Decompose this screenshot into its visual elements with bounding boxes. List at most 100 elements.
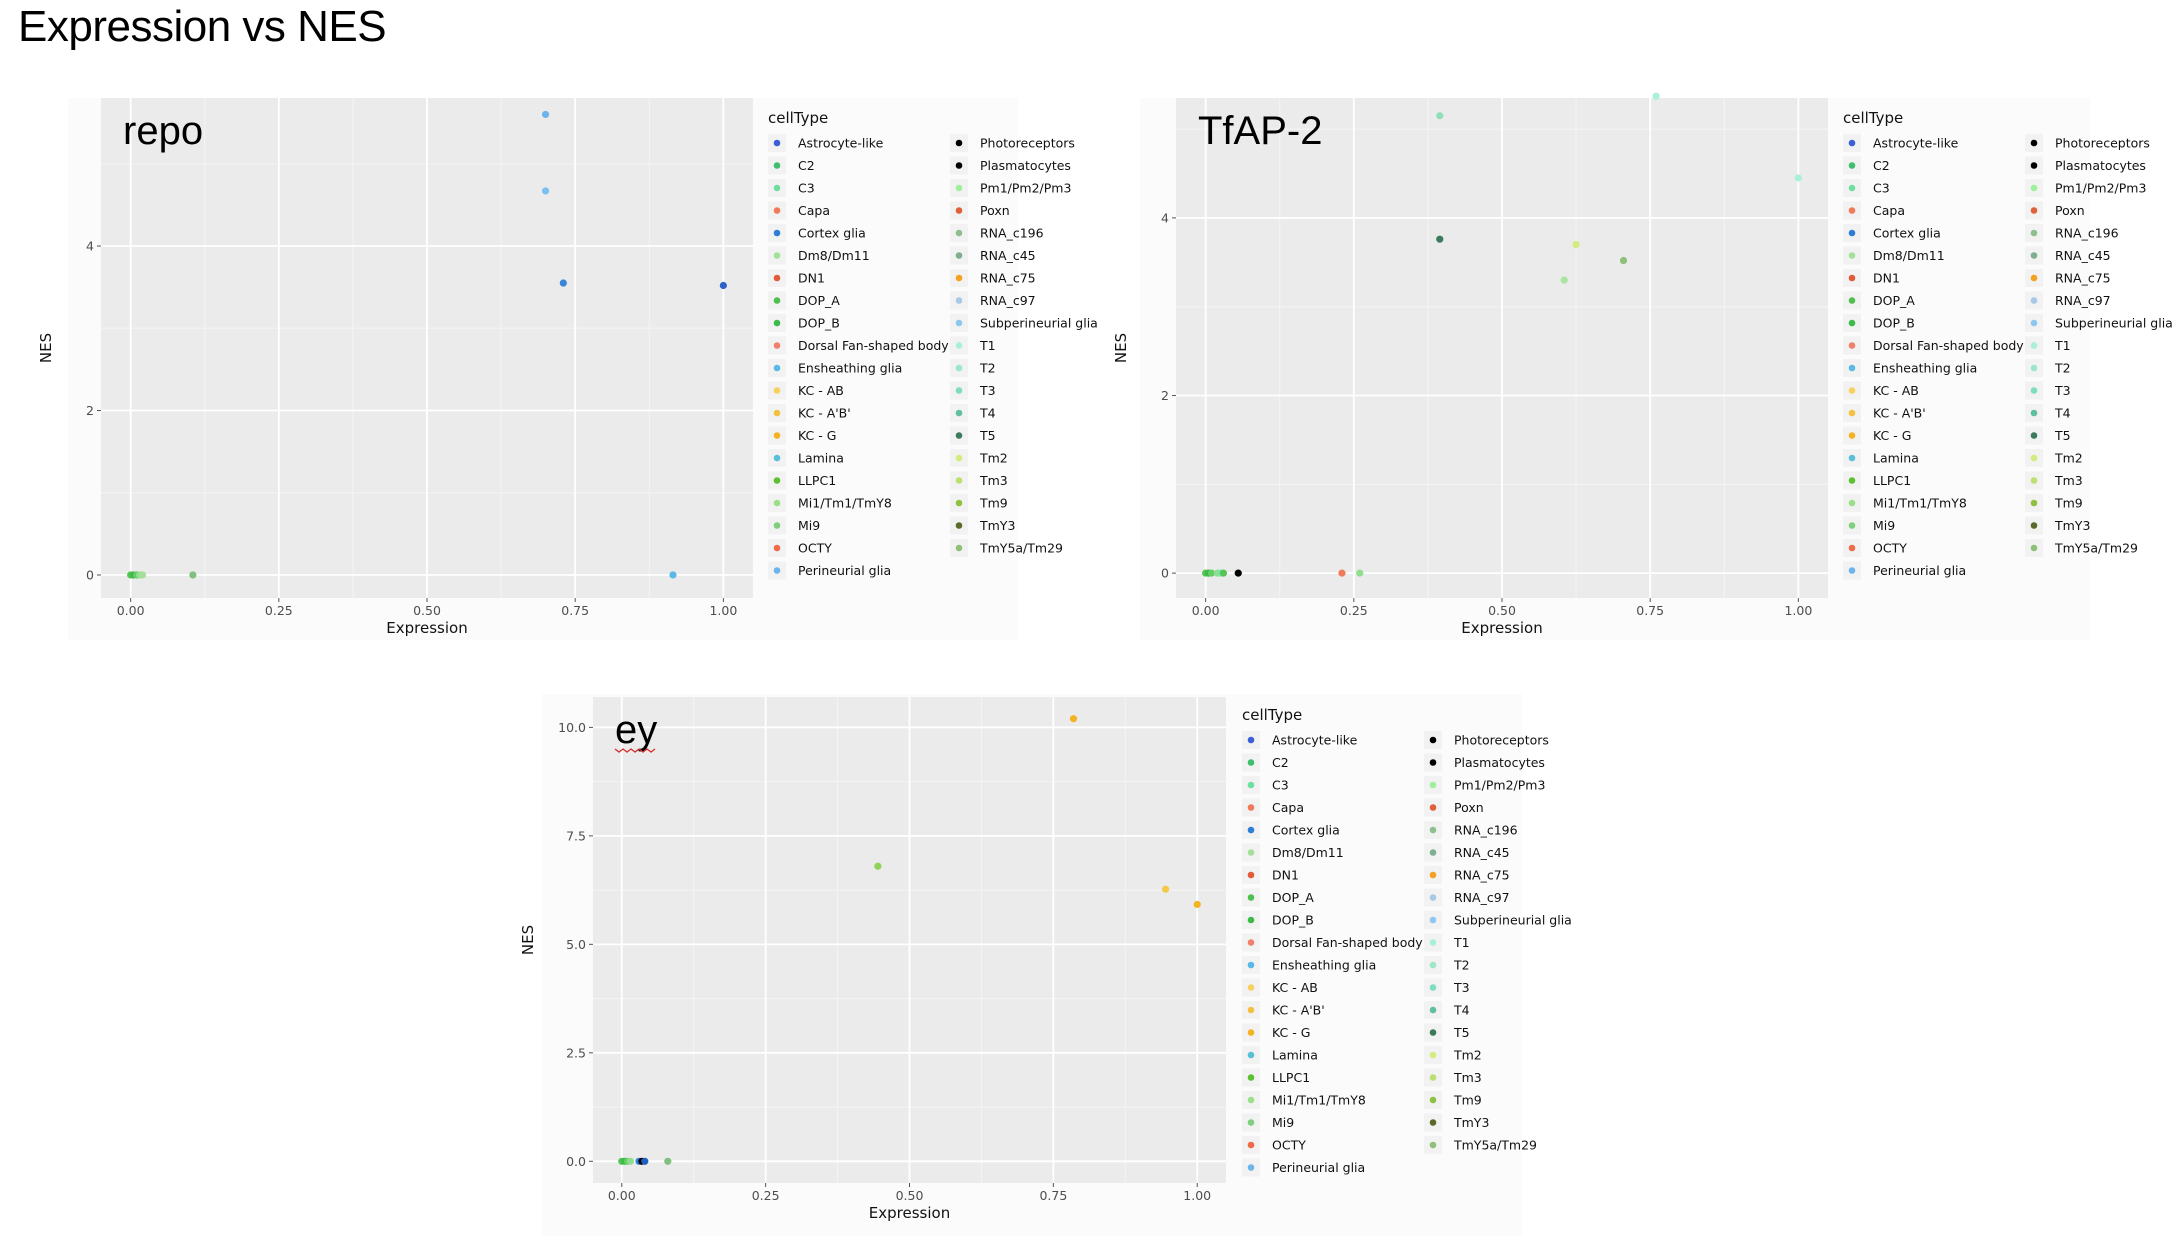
legend-swatch (1848, 319, 1856, 327)
x-tick-label: 1.00 (1183, 1188, 1211, 1203)
legend-swatch (1429, 781, 1437, 789)
data-point (559, 279, 567, 287)
legend-label: TmY3 (1453, 1115, 1489, 1130)
legend-label: DOP_B (798, 316, 840, 331)
legend-label: T4 (2054, 406, 2071, 421)
legend-swatch (955, 297, 963, 304)
legend-label: DOP_B (1272, 913, 1314, 928)
legend-swatch (773, 274, 781, 282)
legend-label: Perineurial glia (798, 563, 891, 578)
legend-swatch (773, 522, 781, 529)
legend-swatch (773, 454, 781, 462)
legend-label: T1 (979, 338, 996, 353)
legend-swatch (2030, 274, 2038, 282)
x-tick-label: 0.00 (1192, 603, 1220, 618)
legend-label: Pm1/Pm2/Pm3 (2055, 181, 2146, 196)
x-tick-label: 1.00 (709, 603, 737, 618)
legend-swatch (2030, 409, 2038, 417)
spellcheck-underline (614, 748, 656, 753)
legend-swatch (955, 274, 963, 282)
legend-label: Poxn (980, 203, 1010, 218)
data-point (138, 571, 147, 579)
legend-label: T3 (979, 383, 996, 398)
legend-swatch (955, 477, 963, 484)
data-point (1338, 569, 1346, 577)
legend-label: T5 (979, 428, 996, 443)
legend-label: T2 (2054, 361, 2071, 376)
data-point (664, 1157, 672, 1165)
legend-label: Cortex glia (1272, 823, 1340, 838)
legend-label: Tm9 (979, 496, 1008, 511)
y-axis-title: NES (519, 925, 537, 955)
legend-swatch (1429, 1029, 1437, 1036)
legend-swatch (1429, 939, 1437, 946)
legend-swatch (1848, 274, 1856, 282)
legend-swatch (2030, 432, 2038, 439)
legend-label: Tm2 (1453, 1048, 1482, 1063)
legend-label: KC - A'B' (798, 406, 851, 421)
legend-swatch (1848, 139, 1856, 147)
legend-label: Ensheathing glia (1873, 361, 1977, 376)
legend-label: KC - G (1272, 1025, 1310, 1040)
legend-swatch (1848, 184, 1856, 192)
legend-title: cellType (768, 109, 828, 127)
legend-swatch (2030, 499, 2038, 507)
legend-label: RNA_c97 (1454, 890, 1510, 905)
panel-title: TfAP-2 (1198, 109, 1322, 153)
x-tick-label: 1.00 (1784, 603, 1812, 618)
legend-swatch (955, 319, 963, 327)
legend-swatch (1848, 454, 1856, 462)
data-point (1234, 569, 1242, 577)
legend-label: KC - AB (798, 383, 844, 398)
legend-swatch (1247, 826, 1255, 834)
legend-label: RNA_c45 (980, 248, 1036, 263)
y-axis-title: NES (1112, 333, 1130, 363)
x-tick-label: 0.50 (896, 1188, 924, 1203)
legend-label: Mi9 (1873, 518, 1895, 533)
legend-label: TmY5a/Tm29 (2054, 541, 2138, 556)
legend-swatch (1247, 1051, 1255, 1059)
legend-label: Ensheathing glia (1272, 958, 1376, 973)
data-point (669, 571, 677, 579)
legend-swatch (773, 387, 781, 394)
x-tick-label: 0.25 (752, 1188, 780, 1203)
legend-swatch (1247, 984, 1255, 991)
legend-label: T1 (1453, 935, 1470, 950)
chart-panel-ey: 0.00 0.25 0.50 0.75 1.00 0.0 2.5 5.0 7.5 10.0 Expr… (519, 694, 1572, 1236)
legend-swatch (1429, 961, 1437, 969)
legend-swatch (955, 342, 963, 349)
legend-swatch (1429, 1074, 1437, 1081)
legend-label: T4 (1453, 1003, 1470, 1018)
x-tick-label: 0.25 (265, 603, 293, 618)
legend-swatch (2030, 522, 2038, 529)
legend-swatch (1247, 871, 1255, 879)
legend-label: Mi1/Tm1/TmY8 (1272, 1093, 1366, 1108)
y-tick-label: 4 (86, 239, 94, 254)
legend-swatch (1848, 207, 1856, 214)
y-tick-label: 0 (86, 567, 94, 582)
legend-swatch (2030, 184, 2038, 192)
legend-label: T4 (979, 406, 996, 421)
legend-swatch (773, 342, 781, 349)
legend-label: Perineurial glia (1272, 1160, 1365, 1175)
legend-swatch (1247, 849, 1255, 856)
legend-label: Cortex glia (1873, 226, 1941, 241)
legend-swatch (955, 184, 963, 192)
legend-label: Subperineurial glia (1454, 913, 1572, 928)
panel-title: repo (123, 109, 203, 153)
legend-swatch (1247, 1141, 1255, 1149)
legend-swatch (1848, 432, 1856, 439)
legend-swatch (955, 499, 963, 507)
y-tick-label: 7.5 (566, 828, 586, 843)
data-point (641, 1157, 649, 1165)
legend-label: Subperineurial glia (2055, 316, 2173, 331)
legend-label: Subperineurial glia (980, 316, 1098, 331)
x-tick-label: 0.00 (117, 603, 145, 618)
legend-label: TmY3 (2054, 518, 2090, 533)
legend-label: Tm3 (2054, 473, 2083, 488)
legend-label: OCTY (1873, 541, 1907, 556)
legend-swatch (1247, 916, 1255, 924)
x-tick-label: 0.75 (1636, 603, 1664, 618)
legend-label: Lamina (1272, 1048, 1318, 1063)
